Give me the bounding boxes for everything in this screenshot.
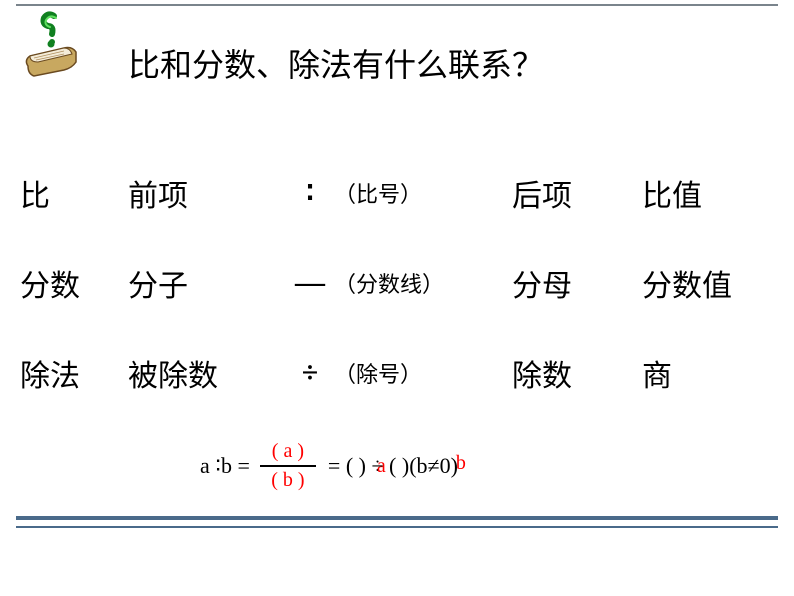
result-term: 商: [642, 351, 752, 395]
fill-b: b: [456, 452, 466, 475]
bottom-border-thick: [16, 516, 778, 520]
top-border: [16, 4, 778, 6]
formula-rhs: = ( ) ÷ ( )(b≠0) a b: [328, 453, 458, 479]
row-name: 除法: [20, 351, 128, 395]
first-term: 前项: [128, 171, 286, 215]
second-term: 分母: [512, 261, 642, 305]
row-name: 分数: [20, 261, 128, 305]
page-title: 比和分数、除法有什么联系？: [128, 40, 544, 86]
book-question-icon: [20, 8, 96, 84]
fraction-line: [260, 465, 316, 467]
numerator: ( a ): [272, 440, 304, 463]
first-term: 分子: [128, 261, 286, 305]
formula: a ∶b = ( a ) ( b ) = ( ) ÷ ( )(b≠0) a b: [200, 440, 458, 492]
symbol: —: [286, 266, 334, 300]
denominator: ( b ): [271, 469, 304, 492]
symbol-label: （分数线）: [334, 267, 512, 299]
symbol: ÷: [286, 356, 334, 390]
first-term: 被除数: [128, 351, 286, 395]
bottom-border-thin: [16, 526, 778, 528]
result-term: 比值: [642, 171, 752, 215]
table-row: 比 前项 ∶ （比号） 后项 比值: [20, 148, 760, 238]
fill-a: a: [377, 455, 386, 478]
second-term: 除数: [512, 351, 642, 395]
symbol: ∶: [286, 176, 334, 211]
formula-lhs: a ∶b =: [200, 453, 250, 479]
comparison-table: 比 前项 ∶ （比号） 后项 比值 分数 分子 — （分数线） 分母 分数值 除…: [20, 148, 760, 418]
table-row: 除法 被除数 ÷ （除号） 除数 商: [20, 328, 760, 418]
rhs-text: = ( ) ÷ ( )(b≠0): [328, 453, 458, 478]
fraction: ( a ) ( b ): [260, 440, 316, 492]
result-term: 分数值: [642, 261, 752, 305]
symbol-label: （除号）: [334, 357, 512, 389]
row-name: 比: [20, 171, 128, 215]
second-term: 后项: [512, 171, 642, 215]
table-row: 分数 分子 — （分数线） 分母 分数值: [20, 238, 760, 328]
symbol-label: （比号）: [334, 177, 512, 209]
